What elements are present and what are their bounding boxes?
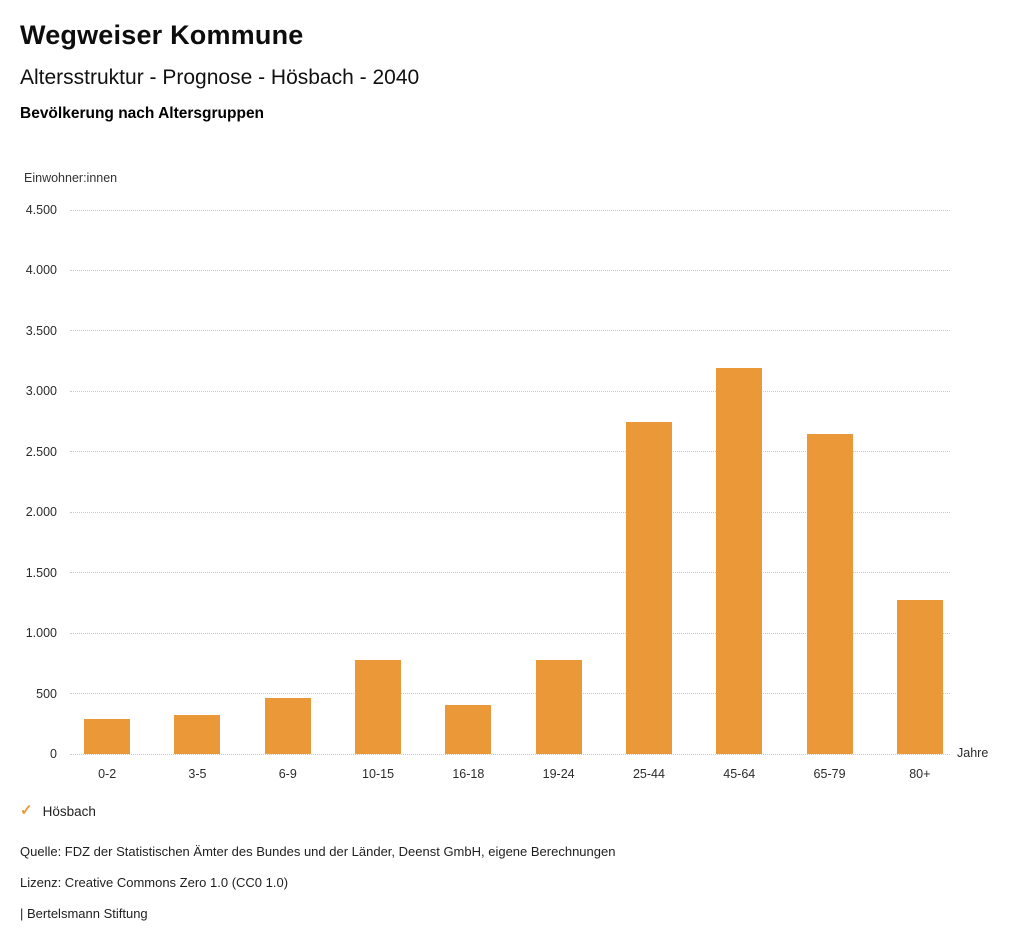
source-text: Quelle: FDZ der Statistischen Ämter des … [20, 844, 616, 859]
x-tick-label-45-64: 45-64 [723, 767, 756, 781]
x-tick-label-25-44: 25-44 [632, 767, 665, 781]
bar-25-44[interactable] [625, 421, 672, 754]
x-tick-label-16-18: 16-18 [452, 767, 485, 781]
chart-title: Altersstruktur - Prognose - Hösbach - 20… [20, 66, 420, 89]
gridline-3.000 [70, 390, 950, 392]
publisher-text: | Bertelsmann Stiftung [20, 906, 148, 921]
bar-0-2[interactable] [84, 718, 131, 754]
bar-16-18[interactable] [445, 705, 492, 754]
gridline-1.000 [70, 632, 950, 634]
bar-6-9[interactable] [264, 698, 311, 754]
bar-3-5[interactable] [174, 715, 221, 754]
gridline-1.500 [70, 572, 950, 574]
y-tick-label-500: 500 [36, 686, 57, 701]
x-axis-title: Jahre [957, 746, 989, 760]
bar-65-79[interactable] [806, 434, 853, 754]
x-tick-label-3-5: 3-5 [188, 767, 207, 781]
check-icon: ✓ [20, 802, 33, 819]
y-tick-label-2.000: 2.000 [25, 505, 57, 520]
legend-label: Hösbach [42, 803, 96, 819]
y-axis-title: Einwohner:innen [24, 171, 118, 185]
bar-19-24[interactable] [535, 660, 582, 754]
y-tick-label-1.000: 1.000 [25, 626, 57, 641]
y-tick-label-3.500: 3.500 [25, 323, 57, 338]
legend-item-hoesbach[interactable]: ✓ Hösbach [20, 803, 96, 819]
y-tick-label-4.500: 4.500 [25, 203, 57, 217]
x-tick-label-0-2: 0-2 [98, 767, 117, 781]
gridline-3.500 [70, 330, 950, 332]
x-tick-label-65-79: 65-79 [813, 767, 846, 781]
gridline-4.500 [70, 209, 950, 211]
x-tick-label-10-15: 10-15 [362, 767, 395, 781]
gridline-0 [70, 753, 950, 755]
gridline-500 [70, 693, 950, 695]
chart-subtitle: Bevölkerung nach Altersgruppen [20, 105, 265, 122]
y-tick-label-1.500: 1.500 [25, 565, 57, 580]
x-tick-label-80+: 80+ [909, 767, 931, 781]
bar-10-15[interactable] [355, 660, 402, 754]
y-tick-label-0: 0 [50, 747, 57, 761]
bar-80+[interactable] [896, 599, 943, 754]
bar-45-64[interactable] [716, 368, 763, 754]
x-tick-label-6-9: 6-9 [278, 767, 297, 781]
page-title: Wegweiser Kommune [20, 20, 304, 50]
gridline-4.000 [70, 269, 950, 271]
y-tick-label-2.500: 2.500 [25, 444, 57, 459]
gridline-2.000 [70, 511, 950, 513]
license-text: Lizenz: Creative Commons Zero 1.0 (CC0 1… [20, 875, 289, 890]
y-tick-label-4.000: 4.000 [25, 263, 57, 278]
y-tick-label-3.000: 3.000 [25, 384, 57, 399]
x-tick-label-19-24: 19-24 [542, 767, 575, 781]
gridline-2.500 [70, 451, 950, 453]
